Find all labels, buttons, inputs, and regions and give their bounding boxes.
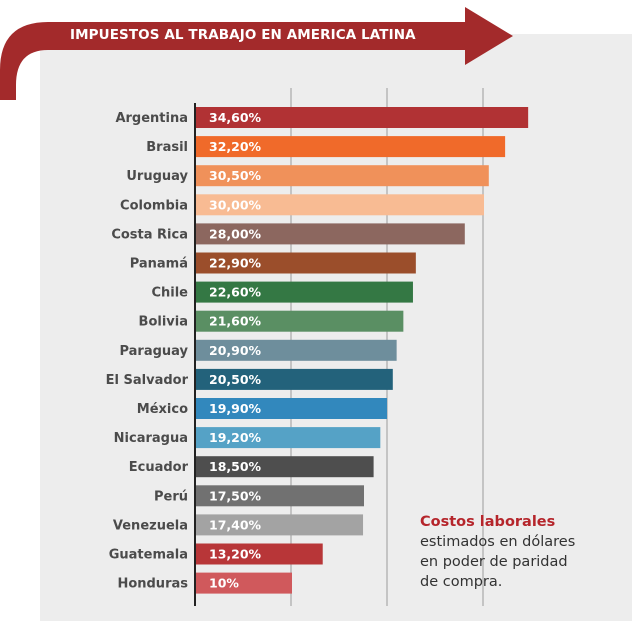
bar [196,252,416,274]
data-label: 18,50% [209,459,262,474]
footnote-line: en poder de paridad [420,554,568,570]
category-label: Colombia [120,198,188,213]
bar [196,310,404,332]
data-label: 28,00% [209,226,262,241]
category-label: Argentina [115,111,188,126]
footnote-line: de compra. [420,574,503,590]
data-label: 30,00% [209,197,262,212]
bar [196,281,413,303]
category-label: Costa Rica [111,227,188,242]
category-label: Panamá [130,257,188,272]
bar [196,136,506,158]
bar [196,398,388,419]
data-label: 34,60% [209,110,262,125]
bar [196,194,484,216]
bar [196,223,465,245]
data-label: 19,90% [209,401,262,416]
data-label: 10% [209,576,239,591]
footnote-title: Costos laborales [420,514,556,530]
category-label: Bolivia [139,315,188,330]
banner-arrow [0,7,513,100]
data-label: 19,20% [209,430,262,445]
category-label: Guatemala [109,548,188,563]
data-label: 30,50% [209,168,262,183]
data-label: 20,50% [209,372,262,387]
bar [196,107,529,128]
data-label: 22,60% [209,285,262,300]
category-label: México [137,402,188,417]
data-label: 22,90% [209,256,262,271]
bar [196,427,381,449]
data-label: 13,20% [209,547,262,562]
title-banner [0,7,513,100]
bar [196,572,292,594]
bar [196,485,364,507]
category-label: Perú [154,489,188,504]
category-label: Paraguay [119,344,188,359]
footnote-line: estimados en dólares [420,534,576,550]
category-label: Uruguay [126,169,188,184]
chart-title: IMPUESTOS AL TRABAJO EN AMERICA LATINA [70,27,416,43]
category-label: El Salvador [106,373,189,388]
bar [196,456,374,478]
footnote: Costos laborales estimados en dólares en… [420,512,620,592]
data-label: 20,90% [209,343,262,358]
category-label: Venezuela [113,518,188,533]
category-label: Ecuador [129,460,189,475]
data-label: 17,40% [209,517,262,532]
bar [196,514,364,536]
bar [196,368,393,390]
data-label: 17,50% [209,488,262,503]
category-label: Brasil [146,140,188,155]
data-label: 21,60% [209,314,262,329]
bar [196,165,489,187]
data-label: 32,20% [209,139,262,154]
category-label: Nicaragua [114,431,188,446]
category-label: Honduras [117,577,188,592]
bar [196,543,323,565]
bar [196,339,397,361]
category-label: Chile [151,286,188,301]
